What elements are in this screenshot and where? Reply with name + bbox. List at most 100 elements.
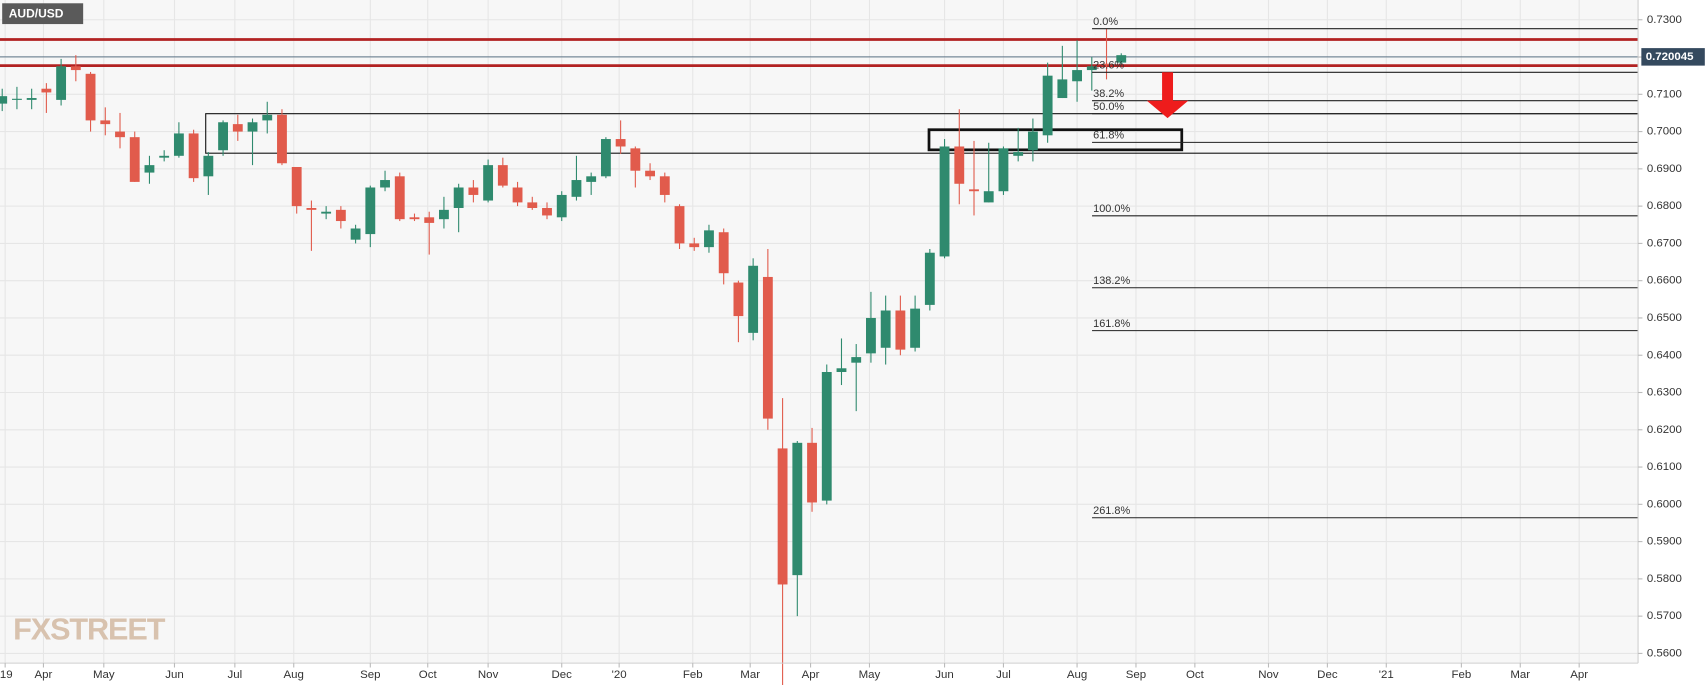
x-tick-label: May: [93, 669, 115, 681]
candle-body: [998, 148, 1009, 192]
x-tick-label: Sep: [1126, 669, 1146, 681]
candle-body: [792, 442, 803, 576]
candle-body: [12, 98, 22, 100]
candle-body: [645, 170, 655, 177]
x-tick-label: Jul: [228, 669, 243, 681]
candle-body: [365, 187, 376, 235]
y-tick-label: 0.6300: [1647, 387, 1682, 399]
y-tick-label: 0.6800: [1647, 200, 1682, 212]
candle-body: [232, 124, 243, 132]
candle-body: [895, 310, 906, 350]
candle-body: [321, 211, 332, 214]
candle-body: [115, 131, 125, 138]
x-tick-label: Dec: [552, 669, 573, 681]
candle-body: [630, 148, 641, 171]
candle-body: [497, 165, 508, 186]
candle-body: [100, 120, 111, 125]
candle-body: [453, 187, 464, 208]
y-tick-label: 0.5800: [1647, 573, 1682, 585]
x-tick-label: '20: [612, 669, 627, 681]
candle-body: [733, 282, 744, 317]
candle-body: [1042, 75, 1053, 136]
candle-body: [542, 207, 552, 216]
candle-body: [483, 165, 494, 201]
candle-body: [468, 187, 479, 195]
fib-label: 138.2%: [1093, 275, 1130, 287]
x-tick-label: Dec: [1317, 669, 1338, 681]
candle-body: [291, 166, 302, 207]
candle-body: [56, 66, 67, 100]
candle-body: [159, 155, 170, 158]
x-tick-label: Jul: [996, 669, 1011, 681]
candle-body: [718, 232, 729, 274]
candle-body: [983, 191, 994, 203]
candle-body: [600, 139, 611, 177]
candle-body: [350, 228, 361, 240]
fib-label: 100.0%: [1093, 203, 1130, 215]
fib-label: 161.8%: [1093, 318, 1130, 330]
x-tick-label: Sep: [360, 669, 380, 681]
candle-body: [26, 98, 37, 100]
y-tick-label: 0.6700: [1647, 237, 1682, 249]
y-tick-label: 0.5600: [1647, 647, 1682, 659]
candle-body: [439, 209, 449, 220]
candle-body: [615, 139, 626, 147]
fib-label: 23.6%: [1093, 60, 1124, 72]
x-tick-label: Apr: [1570, 669, 1588, 681]
y-tick-label: 0.7100: [1647, 88, 1682, 100]
x-tick-label: Aug: [284, 669, 304, 681]
candle-body: [556, 194, 567, 218]
candle-body: [689, 243, 700, 248]
candle-body: [41, 88, 52, 93]
candle-body: [0, 96, 8, 104]
axis-labels: 0.73000.72000.71000.70000.69000.68000.67…: [0, 14, 1705, 681]
candle-body: [188, 133, 199, 179]
grid: [0, 0, 1639, 664]
y-tick-label: 0.5700: [1647, 610, 1682, 622]
candle-body: [409, 217, 420, 220]
candle-body: [335, 209, 346, 222]
x-tick-label: '19: [0, 669, 13, 681]
fib-label: 261.8%: [1093, 505, 1130, 517]
candle-body: [380, 180, 390, 188]
candle-body: [807, 442, 817, 503]
x-tick-label: Apr: [802, 669, 820, 681]
candle-body: [969, 189, 979, 192]
candle-body: [1116, 55, 1127, 63]
candle-body: [247, 122, 258, 132]
candle-body: [704, 230, 714, 248]
candle-body: [306, 207, 317, 210]
y-tick-label: 0.6500: [1647, 312, 1682, 324]
fib-label: 38.2%: [1093, 88, 1124, 100]
candle-body: [394, 176, 405, 220]
candle-body: [851, 357, 862, 363]
candle-body: [70, 66, 81, 71]
title-box: [2, 3, 84, 25]
candle-body: [1013, 152, 1024, 156]
x-tick-label: Nov: [478, 669, 499, 681]
y-tick-label: 0.7000: [1647, 126, 1682, 138]
candle-body: [748, 265, 759, 333]
candle-body: [880, 310, 891, 348]
y-tick-label: 0.6000: [1647, 498, 1682, 510]
candle-body: [954, 146, 965, 184]
x-tick-label: Jun: [935, 669, 953, 681]
x-tick-label: Oct: [419, 669, 438, 681]
last-price-label: 0.720045: [1646, 51, 1694, 63]
candle-body: [527, 202, 538, 208]
candle-body: [586, 176, 597, 182]
zone: [927, 128, 1184, 152]
candle-body: [571, 180, 582, 197]
x-tick-label: Mar: [740, 669, 760, 681]
candle-body: [277, 114, 287, 164]
x-tick-label: Mar: [1510, 669, 1530, 681]
candle-body: [262, 114, 273, 121]
candle-body: [939, 146, 950, 257]
y-tick-label: 0.6400: [1647, 349, 1682, 361]
candle-body: [1101, 63, 1112, 66]
y-tick-label: 0.6100: [1647, 461, 1682, 473]
x-tick-label: Feb: [1451, 669, 1471, 681]
candle-body: [674, 206, 685, 244]
